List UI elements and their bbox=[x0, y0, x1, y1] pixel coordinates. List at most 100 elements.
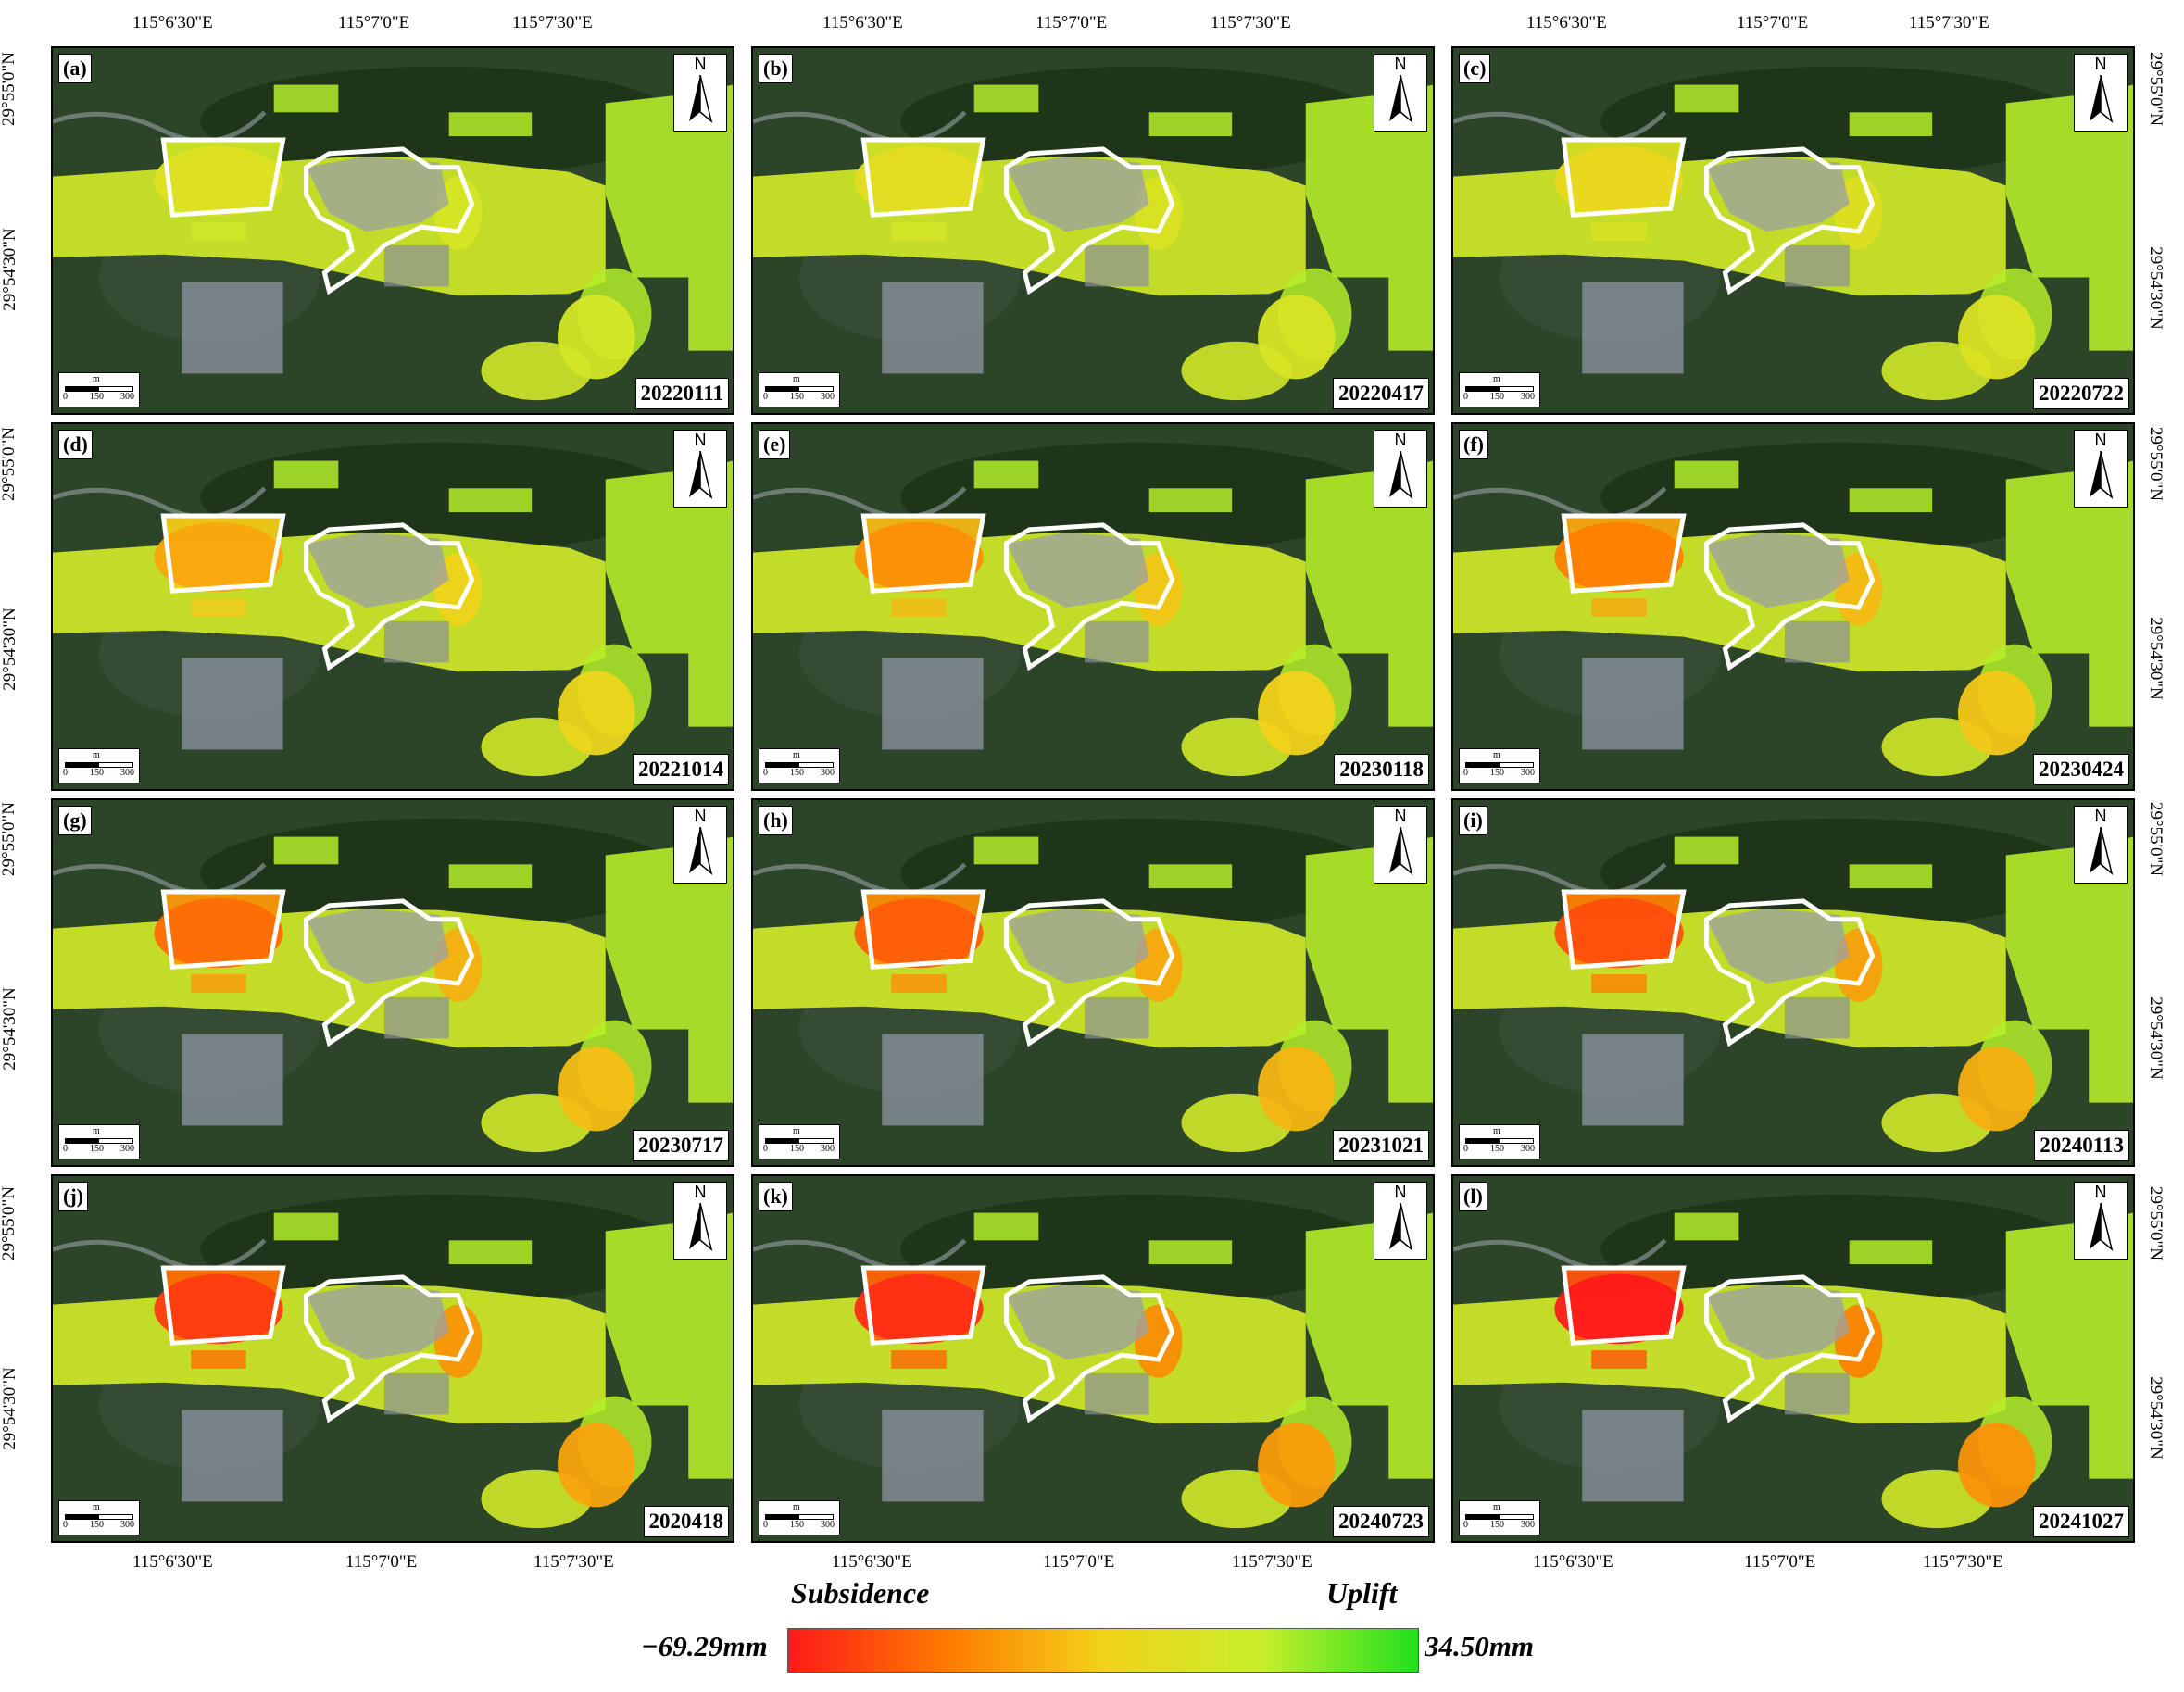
scale-bar-graphic bbox=[1465, 1138, 1534, 1144]
scale-tick: 0 bbox=[763, 768, 768, 778]
scale-tick: 0 bbox=[1463, 768, 1468, 778]
north-label: N bbox=[694, 1183, 707, 1201]
lon-label: 115°7'30"E bbox=[1923, 1552, 2003, 1572]
scale-tick: 150 bbox=[790, 392, 804, 402]
north-arrow: N bbox=[1374, 1182, 1427, 1260]
lat-label: 29°54'30"N bbox=[2145, 617, 2165, 700]
map-panel: (h) N m 0 150 300 20231021 bbox=[751, 798, 1435, 1167]
scale-tick: 150 bbox=[790, 768, 804, 778]
scale-tick: 150 bbox=[1490, 392, 1504, 402]
lon-label: 115°7'0"E bbox=[345, 1552, 418, 1572]
north-arrow-icon bbox=[689, 75, 713, 124]
lat-label: 29°55'0"N bbox=[2146, 802, 2165, 876]
scale-tick: 150 bbox=[90, 1144, 104, 1154]
north-arrow-icon bbox=[1389, 1203, 1413, 1252]
lon-label: 115°6'30"E bbox=[132, 1552, 213, 1572]
lat-label: 29°55'0"N bbox=[0, 802, 19, 876]
map-panel: (j) N m 0 150 300 2020418 bbox=[51, 1174, 734, 1543]
lon-label: 115°7'0"E bbox=[338, 13, 410, 32]
north-arrow-icon bbox=[1389, 75, 1413, 124]
scale-bar-graphic bbox=[1465, 762, 1534, 768]
lat-label: 29°55'0"N bbox=[0, 52, 19, 126]
scale-tick: 0 bbox=[63, 392, 68, 402]
panel-label: (k) bbox=[759, 1182, 793, 1211]
panel-label: (g) bbox=[58, 806, 92, 835]
scale-tick: 300 bbox=[821, 768, 835, 778]
scale-bar: m 0 150 300 bbox=[759, 1124, 840, 1159]
scale-bar-graphic bbox=[65, 1514, 133, 1520]
north-label: N bbox=[2094, 431, 2107, 449]
panel-label: (f) bbox=[1459, 430, 1488, 459]
lat-label: 29°55'0"N bbox=[2146, 1186, 2165, 1260]
north-arrow: N bbox=[673, 806, 727, 884]
north-label: N bbox=[1394, 431, 1407, 449]
panel-date: 20230118 bbox=[1334, 754, 1429, 785]
scale-bar: m 0 150 300 bbox=[1459, 372, 1540, 407]
north-arrow: N bbox=[673, 54, 727, 132]
scale-bar: m 0 150 300 bbox=[759, 748, 840, 783]
scale-bar-graphic bbox=[765, 1514, 834, 1520]
north-label: N bbox=[694, 431, 707, 449]
scale-tick: 0 bbox=[63, 1520, 68, 1530]
panel-date: 20240113 bbox=[2034, 1130, 2129, 1161]
north-arrow-icon bbox=[689, 451, 713, 500]
north-label: N bbox=[2094, 1183, 2107, 1201]
lon-label: 115°6'30"E bbox=[832, 1552, 912, 1572]
panel-label: (e) bbox=[759, 430, 791, 459]
scale-tick: 150 bbox=[90, 392, 104, 402]
scale-unit: m bbox=[93, 374, 100, 384]
scale-tick: 0 bbox=[763, 392, 768, 402]
panel-date: 20230717 bbox=[633, 1130, 729, 1161]
scale-bar: m 0 150 300 bbox=[1459, 748, 1540, 783]
north-label: N bbox=[1394, 807, 1407, 825]
scale-unit: m bbox=[793, 1502, 800, 1512]
scale-unit: m bbox=[93, 750, 100, 760]
scale-tick: 300 bbox=[821, 392, 835, 402]
panel-label: (a) bbox=[58, 54, 92, 83]
scale-tick: 300 bbox=[120, 392, 134, 402]
scale-bar: m 0 150 300 bbox=[759, 1500, 840, 1535]
scale-tick: 150 bbox=[90, 1520, 104, 1530]
map-panel: (g) N m 0 150 300 20230717 bbox=[51, 798, 734, 1167]
scale-tick: 300 bbox=[1521, 1520, 1535, 1530]
map-panel: (e) N m 0 150 300 20230118 bbox=[751, 422, 1435, 791]
lon-label: 115°7'0"E bbox=[1043, 1552, 1115, 1572]
lon-label: 115°6'30"E bbox=[1526, 13, 1607, 32]
map-panel: (l) N m 0 150 300 20241027 bbox=[1451, 1174, 2135, 1543]
scale-unit: m bbox=[1493, 750, 1500, 760]
lon-label: 115°7'30"E bbox=[1232, 1552, 1312, 1572]
scale-unit: m bbox=[93, 1126, 100, 1136]
lat-label: 29°54'30"N bbox=[0, 608, 19, 691]
scale-tick: 300 bbox=[1521, 392, 1535, 402]
panel-label: (j) bbox=[58, 1182, 88, 1211]
scale-bar-graphic bbox=[65, 1138, 133, 1144]
scale-bar: m 0 150 300 bbox=[1459, 1500, 1540, 1535]
north-arrow: N bbox=[1374, 806, 1427, 884]
map-panel: (i) N m 0 150 300 20240113 bbox=[1451, 798, 2135, 1167]
scale-unit: m bbox=[1493, 1126, 1500, 1136]
north-arrow: N bbox=[1374, 430, 1427, 508]
scale-tick: 150 bbox=[790, 1520, 804, 1530]
panel-date: 20240723 bbox=[1333, 1506, 1429, 1537]
scale-bar: m 0 150 300 bbox=[759, 372, 840, 407]
north-label: N bbox=[694, 807, 707, 825]
scale-bar: m 0 150 300 bbox=[58, 1124, 140, 1159]
scale-tick: 0 bbox=[63, 1144, 68, 1154]
north-label: N bbox=[2094, 807, 2107, 825]
north-arrow-icon bbox=[2090, 1203, 2114, 1252]
scale-unit: m bbox=[93, 1502, 100, 1512]
scale-bar-graphic bbox=[65, 386, 133, 392]
scale-tick: 150 bbox=[1490, 1144, 1504, 1154]
north-label: N bbox=[1394, 55, 1407, 73]
panel-date: 20220722 bbox=[2033, 378, 2129, 409]
north-arrow: N bbox=[673, 1182, 727, 1260]
north-arrow: N bbox=[1374, 54, 1427, 132]
scale-bar: m 0 150 300 bbox=[58, 1500, 140, 1535]
panel-date: 20230424 bbox=[2033, 754, 2129, 785]
scale-tick: 300 bbox=[120, 1520, 134, 1530]
panel-date: 20231021 bbox=[1333, 1130, 1429, 1161]
panel-date: 20221014 bbox=[633, 754, 729, 785]
scale-tick: 300 bbox=[821, 1520, 835, 1530]
scale-unit: m bbox=[793, 1126, 800, 1136]
scale-tick: 0 bbox=[63, 768, 68, 778]
